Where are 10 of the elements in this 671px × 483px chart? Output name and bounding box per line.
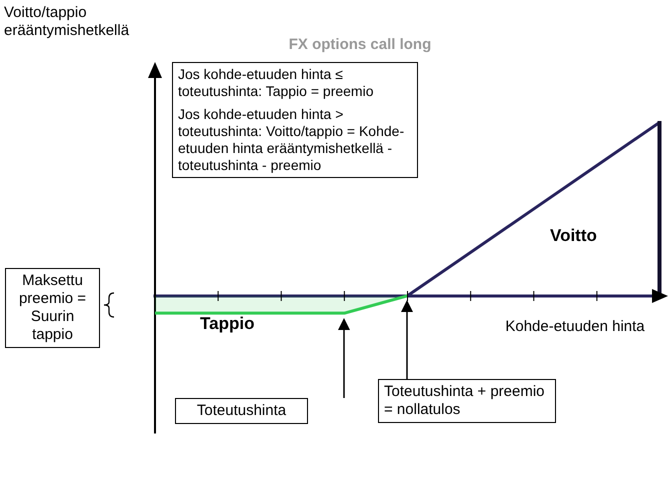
text: Tappio (200, 314, 254, 334)
x-axis-title: Kohde-etuuden hinta (504, 318, 646, 336)
annotation: Jos kohde-etuuden hinta > toteutushinta: Voitto/tappio = Kohde-etuuden hinta erääntymishetkellä - toteutushinta - preemio (178, 106, 406, 174)
annotation: Voitto (550, 226, 597, 246)
text: Toteutushinta + preemio = nollatulos (378, 379, 556, 423)
chart-title: FX options call long (288, 36, 432, 53)
text: Jos kohde-etuuden hinta ≤ toteutushinta: Tappio = preemio (178, 66, 374, 100)
text: Voitto/tappio erääntymishetkellä (4, 4, 130, 40)
text: Toteutushinta (175, 398, 308, 424)
text: Maksettu preemio = Suurin tappio (5, 268, 100, 348)
